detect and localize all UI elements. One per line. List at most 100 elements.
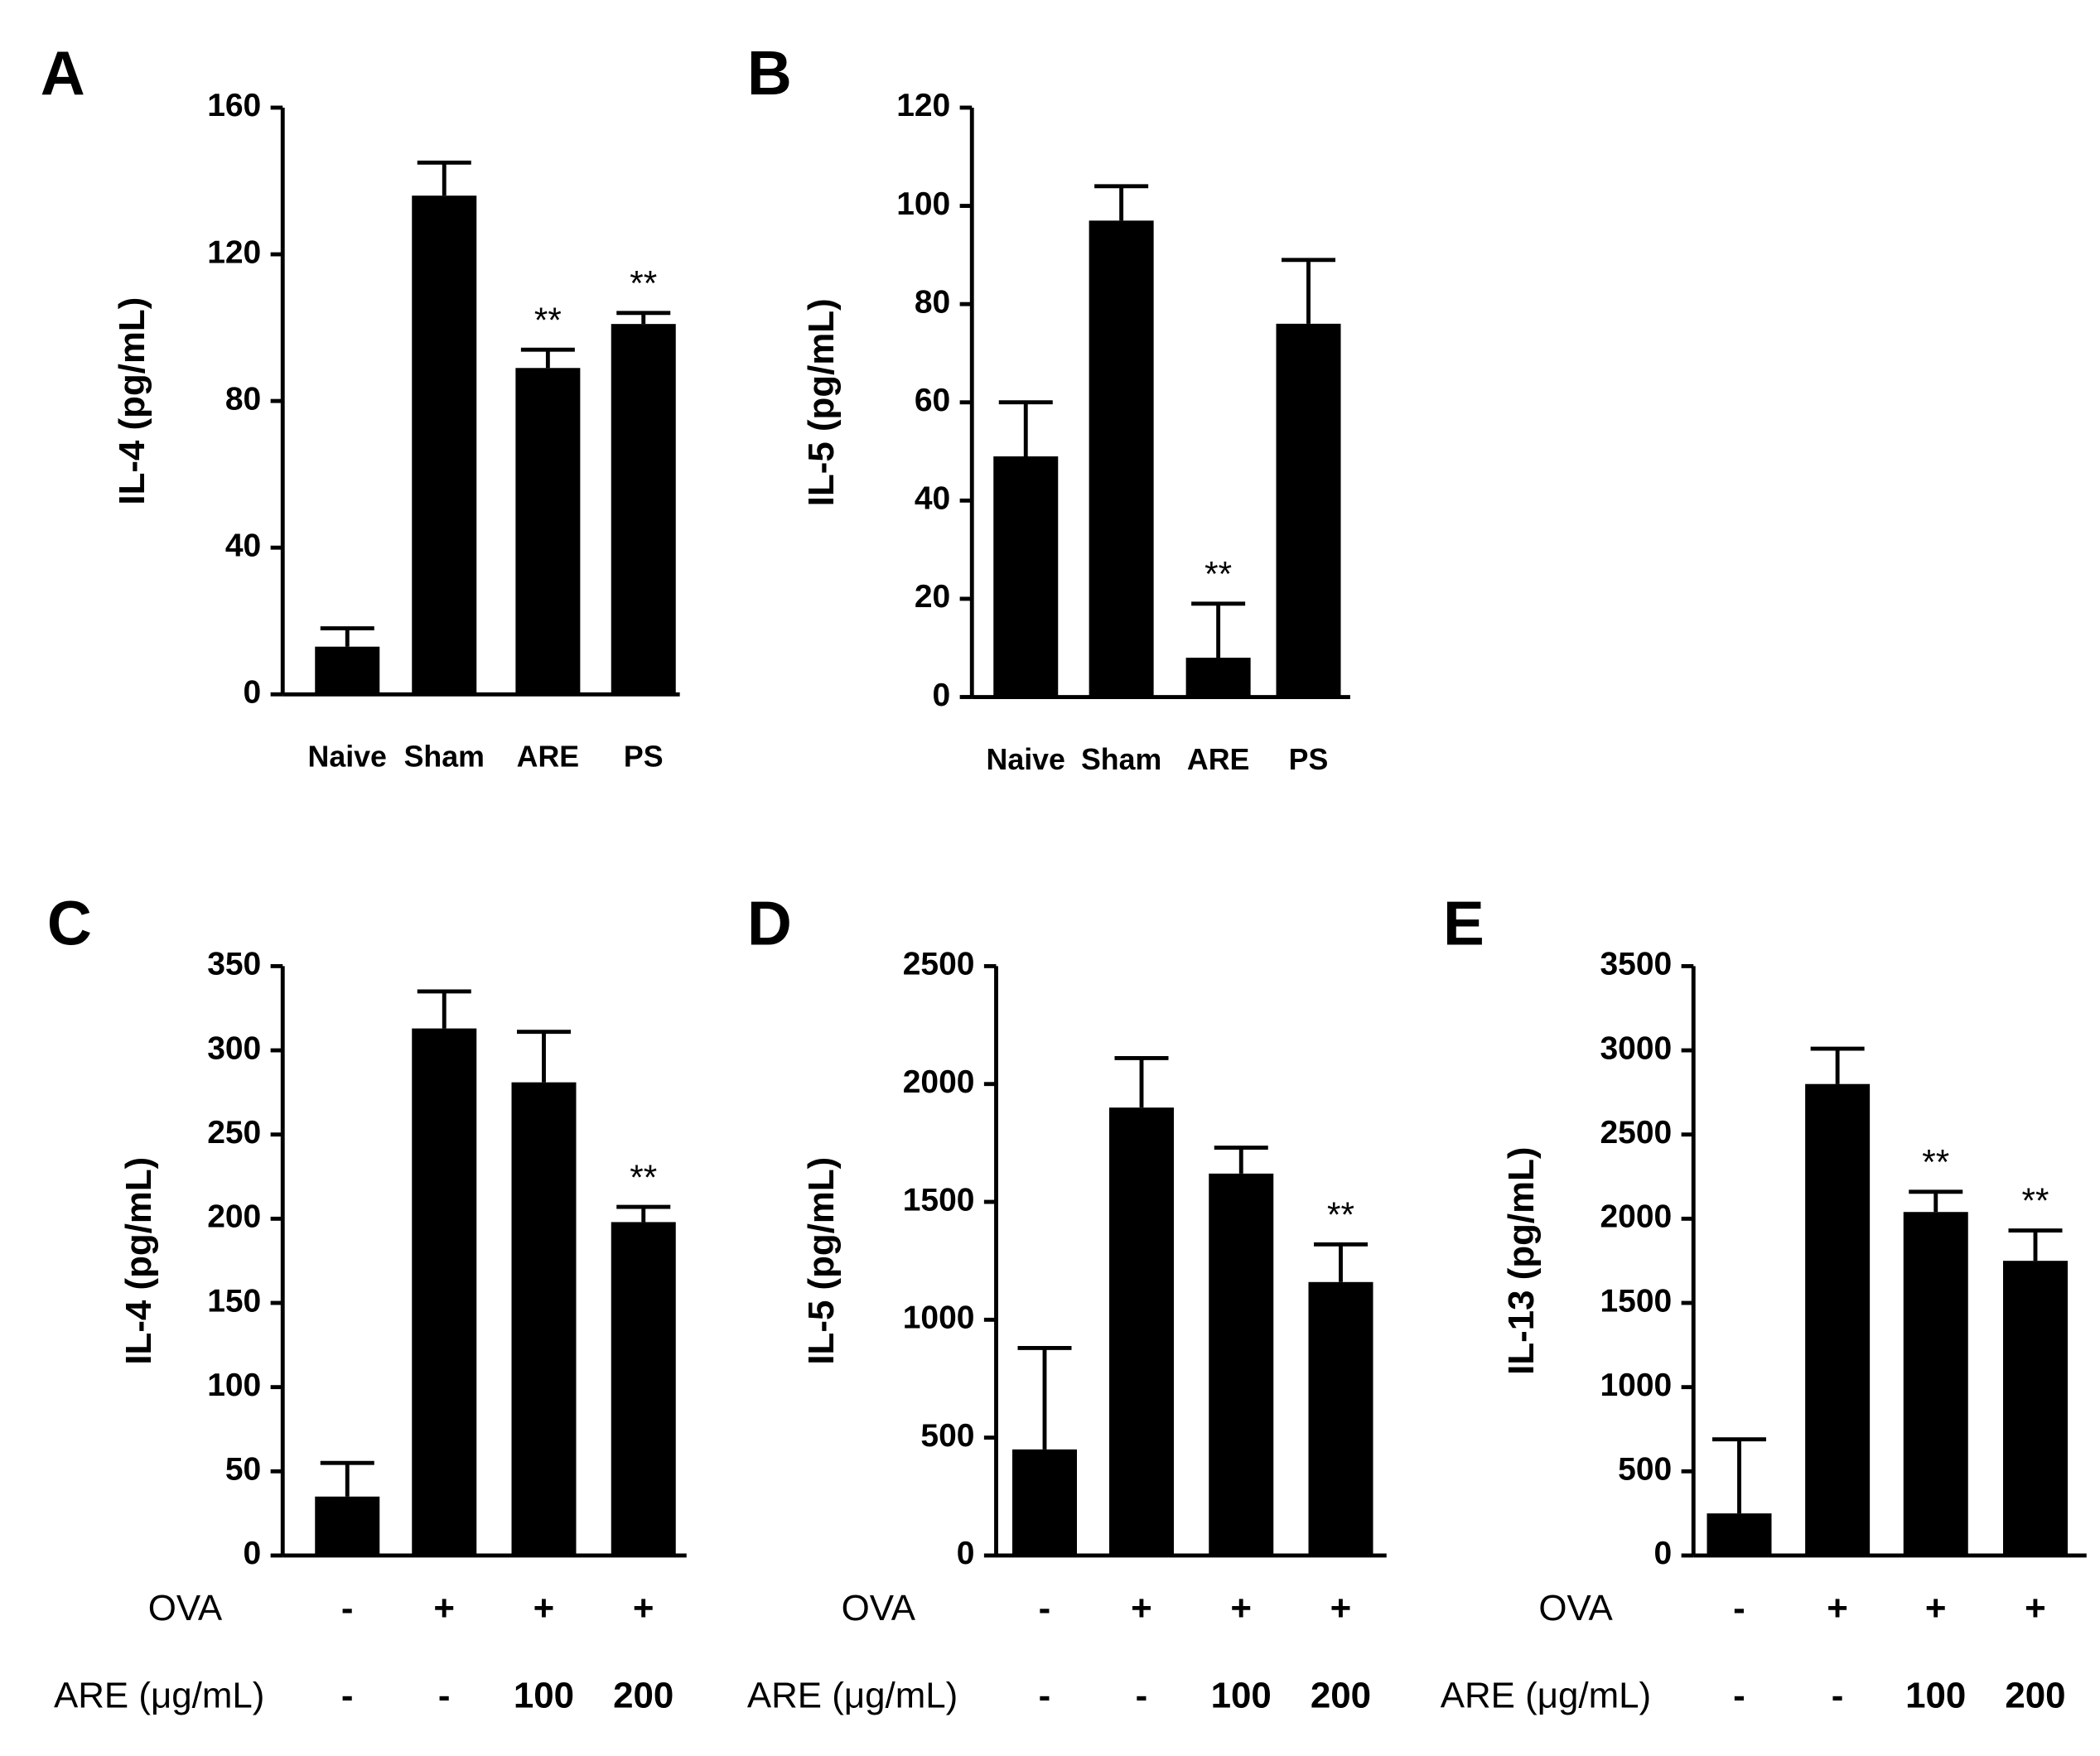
y-tick-label: 60 <box>915 383 950 418</box>
x-tick-label: ARE <box>517 741 579 774</box>
row-label: OVA <box>842 1588 916 1628</box>
x-tick-label: + <box>1131 1588 1152 1628</box>
bar <box>1109 1107 1174 1556</box>
y-axis-label: IL-5 (pg/mL) <box>801 1157 842 1365</box>
bar <box>1089 220 1154 697</box>
y-tick-label: 40 <box>225 528 261 563</box>
y-tick-label: 3500 <box>1600 947 1673 982</box>
x-tick-label: 100 <box>1211 1676 1272 1716</box>
y-tick-label: 250 <box>207 1115 261 1151</box>
y-tick-label: 500 <box>920 1418 974 1454</box>
y-tick-label: 2000 <box>903 1064 975 1100</box>
panel-label: C <box>47 889 92 958</box>
annotation: ** <box>1327 1195 1354 1234</box>
y-tick-label: 300 <box>207 1030 261 1066</box>
x-tick-label: + <box>533 1588 555 1628</box>
x-tick-label: + <box>433 1588 455 1628</box>
y-tick-label: 100 <box>207 1368 261 1403</box>
row-label: ARE (μg/mL) <box>747 1676 958 1716</box>
y-tick-label: 50 <box>225 1452 261 1488</box>
bar <box>1805 1083 1871 1556</box>
bar <box>1185 658 1251 697</box>
y-tick-label: 0 <box>244 1536 262 1571</box>
y-tick-label: 1500 <box>1600 1283 1673 1319</box>
x-tick-label: - <box>1733 1676 1745 1716</box>
bar <box>2003 1261 2068 1556</box>
x-tick-label: Sham <box>404 741 485 774</box>
y-tick-label: 0 <box>1654 1536 1673 1571</box>
x-tick-label: PS <box>624 741 664 774</box>
x-tick-label: 100 <box>514 1676 574 1716</box>
bar <box>315 1496 380 1556</box>
annotation: ** <box>630 1158 657 1197</box>
y-tick-label: 1500 <box>903 1182 975 1218</box>
annotation: ** <box>1204 555 1232 594</box>
annotation: ** <box>534 301 562 340</box>
y-tick-label: 80 <box>915 284 950 320</box>
y-tick-label: 80 <box>225 381 261 417</box>
x-tick-label: Naive <box>987 743 1065 776</box>
x-tick-label: - <box>1832 1676 1844 1716</box>
y-axis-label: IL-4 (pg/mL) <box>112 297 152 505</box>
y-tick-label: 1000 <box>903 1300 975 1336</box>
y-tick-label: 120 <box>896 88 950 123</box>
row-label: OVA <box>1538 1588 1613 1628</box>
y-tick-label: 0 <box>957 1536 975 1571</box>
bar <box>1209 1173 1274 1556</box>
x-tick-label: + <box>1925 1588 1947 1628</box>
annotation: ** <box>1922 1142 1949 1181</box>
x-tick-label: 200 <box>2005 1676 2065 1716</box>
bar <box>1012 1449 1077 1556</box>
bar <box>611 1222 676 1556</box>
bar <box>1903 1212 1968 1556</box>
x-tick-label: - <box>341 1676 354 1716</box>
y-tick-label: 500 <box>1618 1452 1672 1488</box>
y-tick-label: 350 <box>207 947 261 982</box>
x-tick-label: ARE <box>1187 743 1249 776</box>
row-label: ARE (μg/mL) <box>54 1676 264 1716</box>
bar <box>315 646 380 695</box>
y-tick-label: 0 <box>244 675 262 711</box>
y-tick-label: 2500 <box>1600 1115 1673 1151</box>
y-axis-label: IL-13 (pg/mL) <box>1501 1147 1542 1375</box>
x-tick-label: - <box>1733 1588 1745 1628</box>
x-tick-label: + <box>1827 1588 1848 1628</box>
y-tick-label: 2000 <box>1600 1199 1673 1235</box>
y-tick-label: 160 <box>207 88 261 123</box>
annotation: ** <box>2022 1181 2049 1220</box>
y-tick-label: 3000 <box>1600 1030 1673 1066</box>
x-tick-label: - <box>341 1588 354 1628</box>
y-tick-label: 0 <box>933 678 951 713</box>
bar <box>511 1082 577 1556</box>
bar <box>412 195 477 695</box>
bar <box>412 1028 477 1556</box>
y-tick-label: 40 <box>915 481 950 517</box>
x-tick-label: - <box>1136 1676 1148 1716</box>
bar <box>1308 1281 1373 1556</box>
y-tick-label: 150 <box>207 1283 261 1319</box>
y-axis-label: IL-4 (pg/mL) <box>118 1157 159 1365</box>
panel-label: E <box>1443 889 1484 958</box>
y-tick-label: 200 <box>207 1199 261 1235</box>
x-tick-label: + <box>1330 1588 1352 1628</box>
x-tick-label: Sham <box>1081 743 1161 776</box>
x-tick-label: + <box>633 1588 654 1628</box>
bar <box>1276 323 1341 697</box>
x-tick-label: + <box>1230 1588 1252 1628</box>
panel-label: D <box>747 889 792 958</box>
x-tick-label: 200 <box>1311 1676 1371 1716</box>
x-tick-label: Naive <box>308 741 387 774</box>
panel-label: B <box>747 38 792 108</box>
x-tick-label: - <box>438 1676 451 1716</box>
y-tick-label: 100 <box>896 186 950 222</box>
bar <box>611 324 676 695</box>
x-tick-label: 200 <box>613 1676 673 1716</box>
x-tick-label: 100 <box>1905 1676 1966 1716</box>
x-tick-label: + <box>2025 1588 2046 1628</box>
x-tick-label: - <box>1039 1588 1051 1628</box>
y-tick-label: 2500 <box>903 947 975 982</box>
bar <box>993 456 1059 697</box>
annotation: ** <box>630 264 657 303</box>
x-tick-label: - <box>1039 1676 1051 1716</box>
